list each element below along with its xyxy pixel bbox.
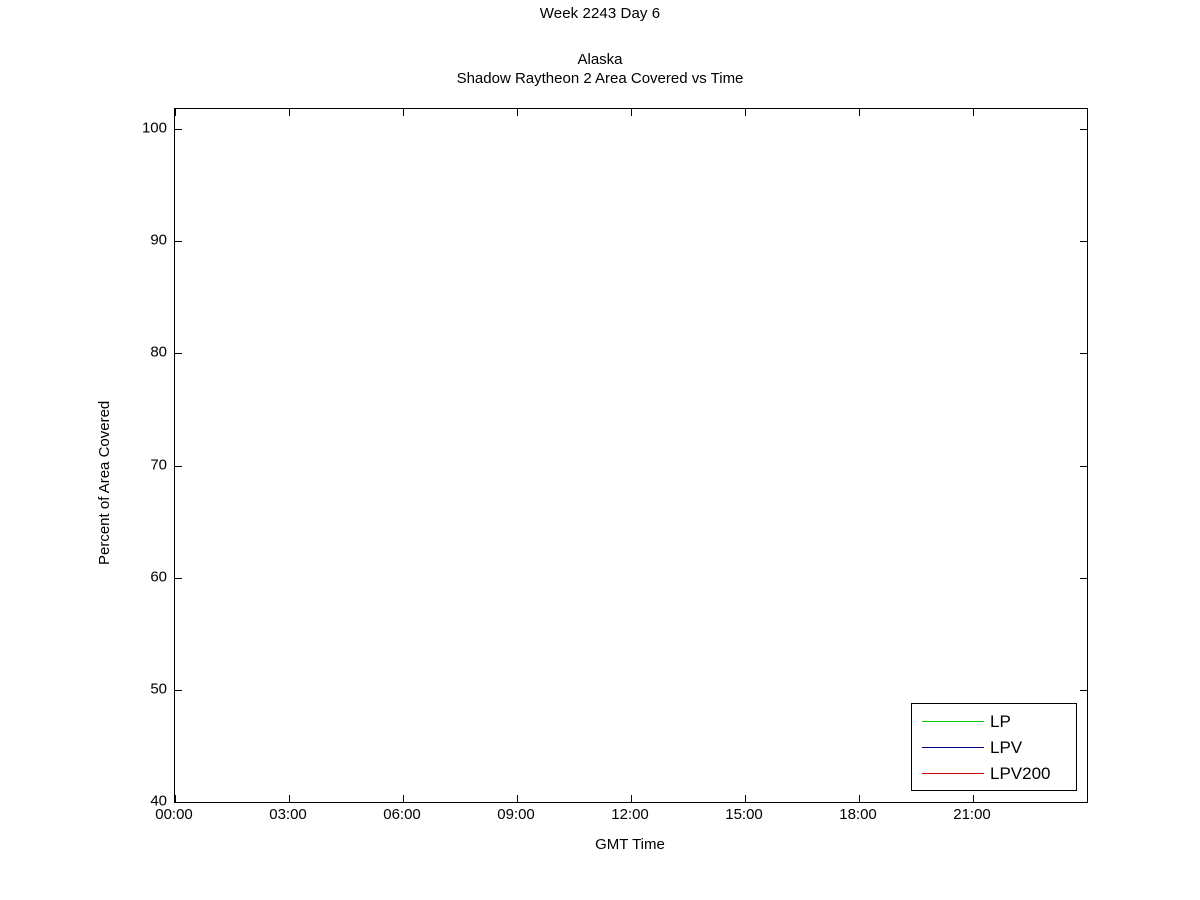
x-tick-bottom	[175, 795, 176, 802]
x-tick-top	[631, 109, 632, 116]
x-tick-bottom	[859, 795, 860, 802]
y-axis-label: Percent of Area Covered	[96, 400, 113, 565]
y-tick-right	[1080, 578, 1087, 579]
axes-title: Alaska Shadow Raytheon 2 Area Covered vs…	[0, 50, 1200, 88]
x-tick-top	[517, 109, 518, 116]
legend-line-swatch	[922, 772, 984, 774]
x-tick-label: 06:00	[383, 806, 421, 823]
x-tick-label: 15:00	[725, 806, 763, 823]
x-tick-bottom	[745, 795, 746, 802]
plot-axes	[174, 108, 1088, 803]
x-tick-bottom	[631, 795, 632, 802]
y-tick-right	[1080, 241, 1087, 242]
x-tick-bottom	[403, 795, 404, 802]
y-tick-left	[175, 353, 182, 354]
x-tick-top	[403, 109, 404, 116]
legend-line-swatch	[922, 746, 984, 748]
legend-entry[interactable]: LP	[912, 708, 1076, 734]
x-axis-label: GMT Time	[595, 836, 665, 853]
y-tick-left	[175, 578, 182, 579]
axes-title-line-1: Alaska	[577, 51, 623, 68]
legend-box: LP LPV LPV200	[911, 703, 1077, 791]
x-tick-label: 09:00	[497, 806, 535, 823]
axes-title-line-2: Shadow Raytheon 2 Area Covered vs Time	[456, 70, 744, 87]
legend-label: LPV200	[990, 763, 1051, 783]
y-tick-left	[175, 129, 182, 130]
x-tick-label: 00:00	[155, 806, 193, 823]
x-tick-label: 21:00	[953, 806, 991, 823]
x-tick-label: 12:00	[611, 806, 649, 823]
y-tick-label: 90	[150, 231, 167, 249]
x-tick-label: 03:00	[269, 806, 307, 823]
x-tick-bottom	[973, 795, 974, 802]
x-tick-top	[745, 109, 746, 116]
y-tick-right	[1080, 353, 1087, 354]
y-tick-left	[175, 802, 182, 803]
legend-entry[interactable]: LPV	[912, 734, 1076, 760]
figure-suptitle: Week 2243 Day 6	[539, 5, 661, 22]
y-tick-label: 50	[150, 680, 167, 698]
y-tick-label: 100	[141, 119, 167, 137]
y-tick-label: 60	[150, 568, 167, 586]
y-tick-label: 70	[150, 456, 167, 474]
series-layer	[175, 109, 1087, 802]
y-tick-right	[1080, 466, 1087, 467]
legend-label: LPV	[990, 737, 1023, 757]
x-tick-bottom	[289, 795, 290, 802]
legend-entry[interactable]: LPV200	[912, 760, 1076, 786]
x-tick-top	[859, 109, 860, 116]
x-tick-top	[973, 109, 974, 116]
y-tick-label: 80	[150, 343, 167, 361]
x-tick-bottom	[517, 795, 518, 802]
y-tick-right	[1080, 690, 1087, 691]
legend-label: LP	[990, 711, 1011, 731]
x-tick-top	[175, 109, 176, 116]
x-tick-label: 18:00	[839, 806, 877, 823]
y-tick-left	[175, 466, 182, 467]
y-tick-left	[175, 690, 182, 691]
plot-data-surface	[175, 109, 1087, 802]
y-tick-left	[175, 241, 182, 242]
y-tick-right	[1080, 129, 1087, 130]
y-tick-right	[1080, 802, 1087, 803]
x-tick-top	[289, 109, 290, 116]
y-tick-label: 40	[150, 792, 167, 810]
legend-line-swatch	[922, 720, 984, 722]
